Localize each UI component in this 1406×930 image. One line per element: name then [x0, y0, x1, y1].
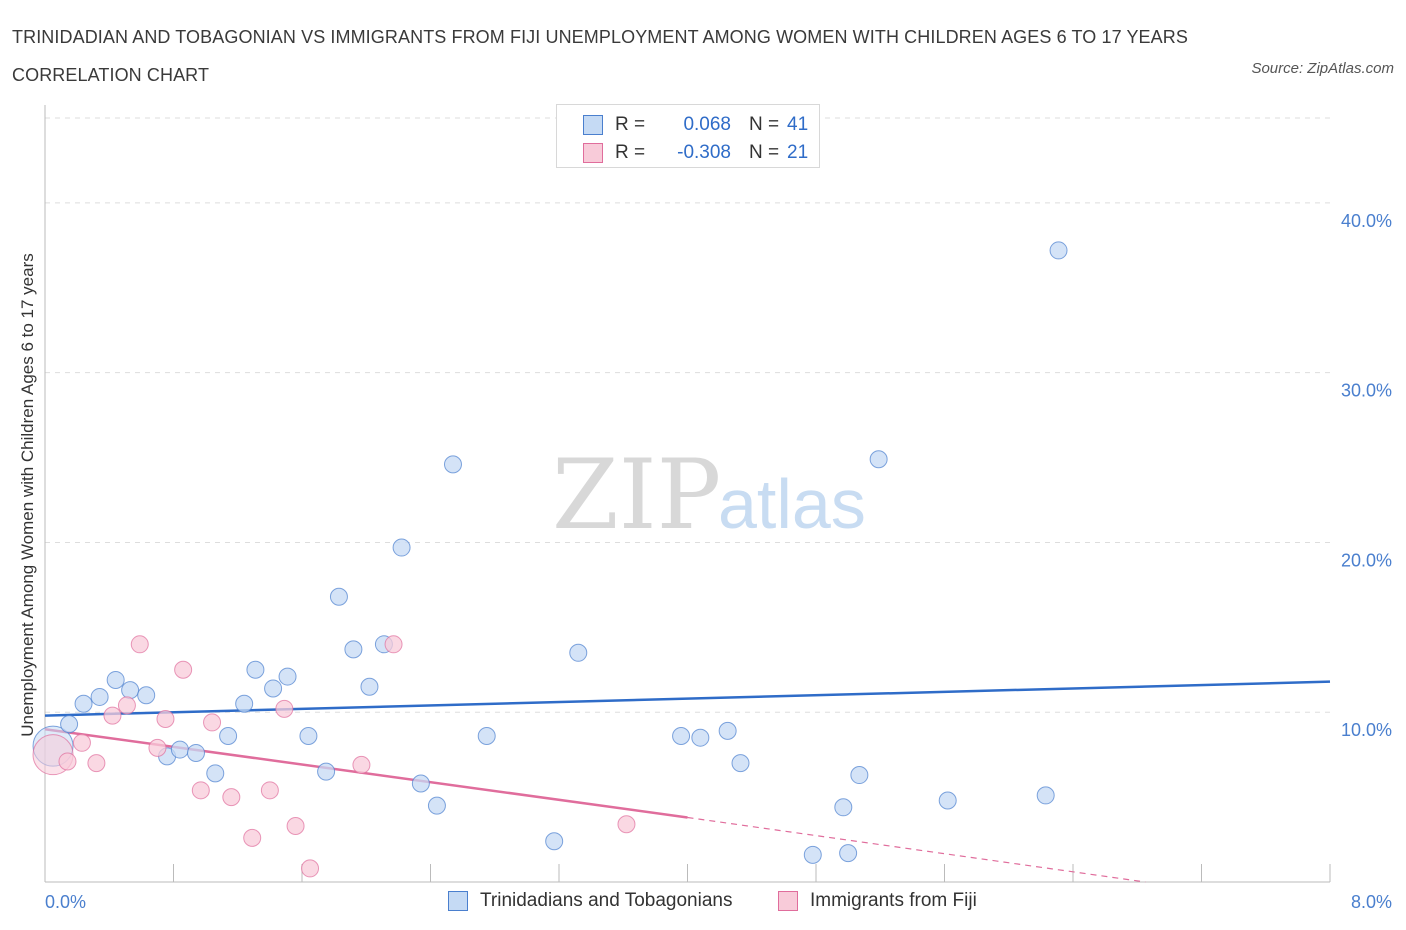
chart-title: TRINIDADIAN AND TOBAGONIAN VS IMMIGRANTS…	[12, 27, 1188, 85]
series-swatch-blue	[583, 115, 603, 135]
trend-extension-fiji	[687, 816, 1146, 883]
data-point-fiji	[384, 635, 403, 654]
x-tick-label: 8.0%	[1351, 892, 1392, 912]
data-point-fiji	[275, 699, 294, 718]
data-point-trinidadian	[1036, 786, 1055, 805]
gridlines	[45, 117, 1330, 713]
n-value: 41	[787, 114, 809, 135]
data-point-trinidadian	[106, 670, 125, 689]
data-point-trinidadian	[219, 726, 238, 745]
data-point-trinidadian	[411, 774, 430, 793]
series-legend: Trinidadians and Tobagonians Immigrants …	[0, 888, 1406, 918]
trend-lines	[44, 680, 1331, 883]
y-tick-label: 10.0%	[1341, 720, 1392, 740]
y-tick-label: 40.0%	[1341, 211, 1392, 231]
data-point-trinidadian	[443, 455, 462, 474]
r-value: 0.068	[683, 114, 731, 135]
data-point-fiji	[286, 816, 305, 835]
watermark-atlas: atlas	[718, 465, 866, 543]
y-tick-label: 30.0%	[1341, 381, 1392, 401]
legend-swatch-pink	[778, 891, 798, 911]
data-point-trinidadian	[344, 640, 363, 659]
data-point-trinidadian	[74, 694, 93, 713]
data-point-trinidadian	[121, 681, 140, 700]
data-point-fiji	[58, 752, 77, 771]
data-point-trinidadian	[869, 450, 888, 469]
data-point-trinidadian	[850, 766, 869, 785]
data-point-trinidadian	[317, 762, 336, 781]
data-point-fiji	[72, 733, 91, 752]
data-point-fiji	[130, 635, 149, 654]
data-point-trinidadian	[803, 845, 822, 864]
data-point-trinidadian	[170, 740, 189, 759]
data-point-trinidadian	[672, 726, 691, 745]
data-point-trinidadian	[360, 677, 379, 696]
data-point-fiji	[203, 713, 222, 732]
data-point-trinidadian	[834, 798, 853, 817]
data-point-trinidadian	[839, 844, 858, 863]
data-point-trinidadian	[264, 679, 283, 698]
data-point-fiji	[156, 710, 175, 729]
trend-line-trinidadian	[44, 680, 1331, 717]
data-point-trinidadian	[477, 726, 496, 745]
legend-item-fiji[interactable]: Immigrants from Fiji	[778, 890, 977, 912]
r-label: R =	[615, 142, 646, 163]
stats-row-trinidadian: R = 0.068 N = 41	[583, 113, 808, 137]
watermark: ZIP atlas	[552, 439, 866, 551]
data-point-fiji	[103, 706, 122, 725]
y-tick-label: 20.0%	[1341, 550, 1392, 570]
n-value: 21	[787, 142, 809, 163]
data-point-trinidadian	[545, 832, 564, 851]
data-point-trinidadian	[938, 791, 957, 810]
data-point-fiji	[243, 828, 262, 847]
data-point-fiji	[191, 781, 210, 800]
data-point-trinidadian	[246, 660, 265, 679]
data-point-trinidadian	[60, 715, 79, 734]
data-point-fiji	[617, 815, 636, 834]
tick-labels: 10.0% 20.0% 30.0% 40.0% 0.0% 8.0%	[45, 211, 1392, 912]
legend-swatch-blue	[448, 891, 468, 911]
legend-label: Trinidadians and Tobagonians	[480, 890, 733, 911]
n-label: N =	[749, 114, 780, 135]
legend-item-trinidadian[interactable]: Trinidadians and Tobagonians	[448, 890, 732, 912]
chart-source: Source: ZipAtlas.com	[1251, 60, 1394, 77]
data-point-fiji	[117, 696, 136, 715]
data-points	[32, 241, 1068, 878]
data-point-trinidadian	[392, 538, 411, 557]
data-point-trinidadian	[206, 764, 225, 783]
data-point-fiji	[87, 754, 106, 773]
data-point-trinidadian	[186, 743, 205, 762]
data-point-trinidadian	[718, 721, 737, 740]
data-point-trinidadian	[137, 686, 156, 705]
data-point-fiji	[301, 859, 320, 878]
n-label: N =	[749, 142, 780, 163]
data-point-trinidadian	[1049, 241, 1068, 260]
r-label: R =	[615, 114, 646, 135]
data-point-trinidadian	[691, 728, 710, 747]
data-point-trinidadian	[329, 587, 348, 606]
data-point-trinidadian	[427, 796, 446, 815]
stats-row-fiji: R = -0.308 N = 21	[583, 141, 808, 165]
watermark-zip: ZIP	[552, 439, 721, 551]
stats-legend: R = 0.068 N = 41 R = -0.308 N = 21	[556, 104, 820, 168]
r-value: -0.308	[677, 142, 731, 163]
data-point-fiji	[260, 781, 279, 800]
data-point-trinidadian	[569, 643, 588, 662]
data-point-trinidadian	[299, 726, 318, 745]
series-swatch-pink	[583, 143, 603, 163]
data-point-trinidadian	[731, 754, 750, 773]
data-point-fiji	[222, 788, 241, 807]
trend-line-fiji	[44, 727, 688, 819]
data-point-fiji	[148, 738, 167, 757]
data-point-fiji	[352, 755, 371, 774]
data-point-trinidadian	[90, 687, 109, 706]
data-point-trinidadian	[235, 694, 254, 713]
legend-label: Immigrants from Fiji	[810, 890, 977, 911]
data-point-trinidadian	[278, 667, 297, 686]
x-tick-label: 0.0%	[45, 892, 86, 912]
data-point-fiji	[174, 660, 193, 679]
